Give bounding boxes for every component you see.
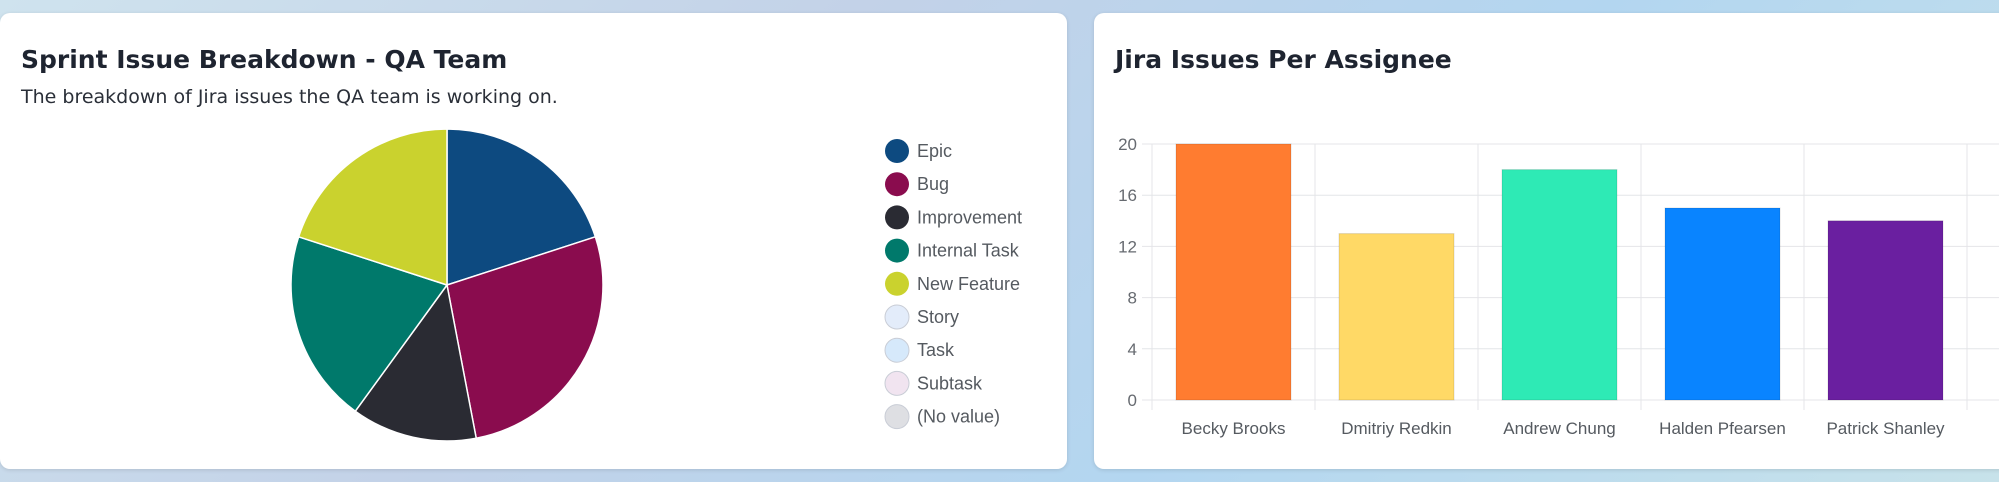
legend-label: Epic: [917, 141, 952, 161]
y-axis-ticks: 0 4 8 12 16 20: [1118, 135, 1137, 410]
bar-halden-pfearsen[interactable]: [1664, 207, 1781, 401]
legend-item-epic[interactable]: Epic: [885, 139, 952, 163]
x-axis-labels: Becky Brooks Dmitriy Redkin Andrew Chung Ha…: [1182, 419, 1946, 438]
y-tick-label: 16: [1118, 186, 1137, 205]
legend-swatch: [884, 304, 910, 330]
legend-item-bug[interactable]: Bug: [885, 172, 949, 197]
legend-item-improvement[interactable]: Improvement: [885, 205, 1022, 230]
bar-dmitriy-redkin[interactable]: [1338, 233, 1455, 401]
legend-item-task[interactable]: Task: [884, 337, 955, 363]
legend-swatch: [885, 172, 909, 197]
y-tick-label: 4: [1128, 340, 1137, 359]
pie-slice-bug[interactable]: [446, 235, 604, 440]
bar-patrick-shanley[interactable]: [1827, 220, 1944, 401]
y-tick-label: 0: [1128, 391, 1137, 410]
legend-swatch: [884, 404, 910, 430]
pie-slice-internal-task[interactable]: [290, 235, 449, 413]
y-tick-label: 8: [1128, 289, 1137, 308]
legend-label: Story: [917, 307, 959, 327]
pie-slice-new-feature[interactable]: [297, 128, 448, 287]
bar-card-title: Jira Issues Per Assignee: [1115, 45, 1452, 74]
y-tick-label: 20: [1118, 135, 1137, 154]
issue-breakdown-card: Sprint Issue Breakdown - QA Team The bre…: [0, 13, 1067, 469]
legend-item-subtask[interactable]: Subtask: [884, 370, 983, 396]
legend-label: New Feature: [917, 274, 1020, 294]
legend-label: Subtask: [917, 373, 983, 393]
legend-label: Improvement: [917, 207, 1022, 227]
legend-swatch: [884, 337, 910, 363]
x-tick-label: Patrick Shanley: [1826, 419, 1945, 438]
legend-item-no-value[interactable]: (No value): [884, 404, 1000, 430]
x-tick-label: Halden Pfearsen: [1659, 419, 1786, 438]
x-tick-label: Becky Brooks: [1182, 419, 1286, 438]
pie-card-title: Sprint Issue Breakdown - QA Team: [21, 45, 508, 74]
issues-per-assignee-card: Jira Issues Per Assignee 0 4 8 12 16 20 Becky…: [1094, 13, 1999, 469]
bar-becky-brooks[interactable]: [1175, 143, 1292, 401]
x-tick-label: Andrew Chung: [1503, 419, 1615, 438]
bar-andrew-chung[interactable]: [1501, 169, 1618, 401]
x-tick-label: Dmitriy Redkin: [1341, 419, 1452, 438]
pie-slices: [290, 128, 604, 442]
legend-swatch: [885, 139, 909, 163]
legend-item-internal-task[interactable]: Internal Task: [885, 238, 1020, 263]
legend-swatch: [885, 238, 909, 263]
y-tick-label: 12: [1118, 237, 1137, 256]
legend-swatch: [884, 370, 910, 396]
legend-swatch: [885, 205, 909, 230]
assignee-bar-chart: 0 4 8 12 16 20 Becky Brooks Dmitriy Redkin Andr…: [1118, 135, 1999, 438]
pie-slice-improvement[interactable]: [354, 283, 478, 442]
legend-item-new-feature[interactable]: New Feature: [885, 271, 1020, 296]
legend-label: Bug: [917, 174, 949, 194]
legend-label: Internal Task: [917, 241, 1020, 261]
bars: [1175, 143, 1944, 401]
pie-slice-epic[interactable]: [446, 128, 597, 287]
legend-item-story[interactable]: Story: [884, 304, 959, 330]
legend-label: Task: [917, 340, 955, 360]
pie-legend: Epic Bug Improvement Internal Task New Featu…: [884, 139, 1022, 430]
legend-swatch: [885, 271, 909, 296]
pie-card-subtitle: The breakdown of Jira issues the QA team…: [21, 86, 558, 108]
legend-label: (No value): [917, 407, 1000, 427]
issue-type-pie-chart: Epic Bug Improvement Internal Task New Featu…: [290, 128, 1022, 442]
